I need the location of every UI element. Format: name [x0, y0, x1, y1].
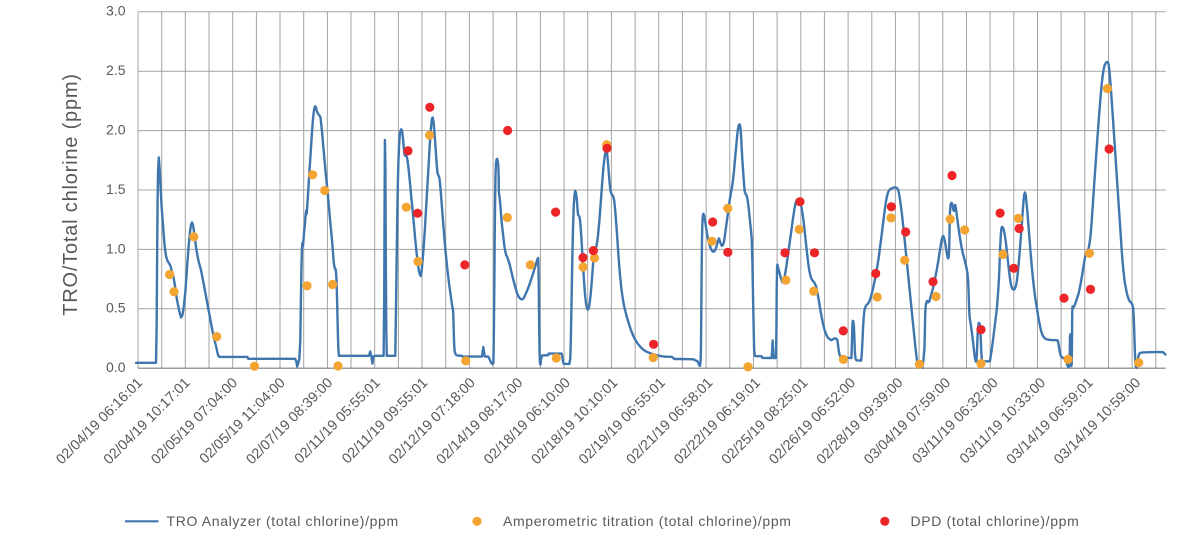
svg-text:TRO/Total chlorine (ppm): TRO/Total chlorine (ppm) [60, 73, 82, 316]
svg-text:DPD (total chlorine)/ppm: DPD (total chlorine)/ppm [911, 513, 1080, 529]
svg-text:1.5: 1.5 [106, 181, 126, 197]
svg-text:2.5: 2.5 [106, 62, 126, 78]
svg-text:TRO Analyzer (total chlorine)/: TRO Analyzer (total chlorine)/ppm [167, 513, 399, 529]
svg-text:0.5: 0.5 [106, 300, 126, 316]
svg-text:2.0: 2.0 [106, 122, 126, 138]
svg-text:1.0: 1.0 [106, 240, 126, 256]
svg-text:3.0: 3.0 [106, 3, 126, 19]
svg-text:0.0: 0.0 [106, 359, 126, 375]
svg-text:Amperometric titration (total: Amperometric titration (total chlorine)/… [503, 513, 792, 529]
